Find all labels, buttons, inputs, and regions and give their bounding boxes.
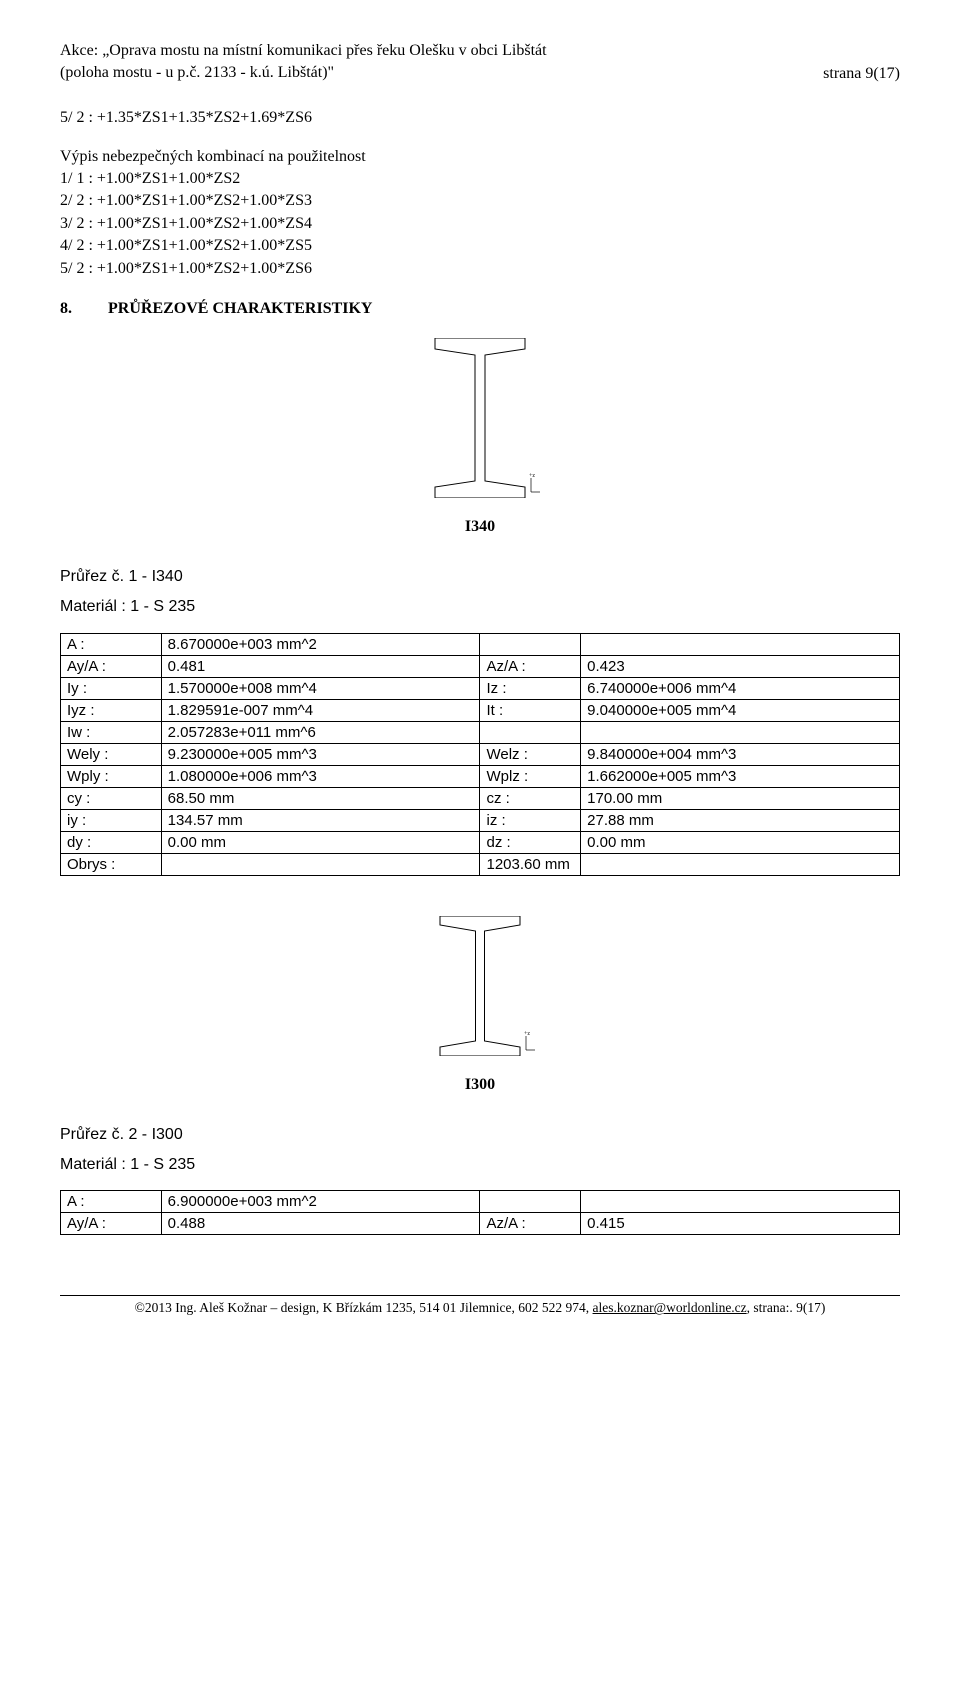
- svg-text:+z: +z: [529, 473, 535, 479]
- beam1-label: I340: [60, 518, 900, 536]
- table-cell: 0.00 mm: [581, 831, 900, 853]
- table-row: iy :134.57 mmiz :27.88 mm: [61, 809, 900, 831]
- table-cell: 0.481: [161, 655, 480, 677]
- header-line2: (poloha mostu - u p.č. 2133 - k.ú. Libšt…: [60, 62, 547, 84]
- table-cell: Wplz :: [480, 765, 581, 787]
- beam1-sub1: Průřez č. 1 - I340: [60, 566, 900, 588]
- beam2-figure: +z+y: [60, 916, 900, 1056]
- table-cell: 0.415: [581, 1213, 900, 1235]
- table-cell: 1.662000e+005 mm^3: [581, 765, 900, 787]
- table-cell: Wply :: [61, 765, 162, 787]
- table-cell: 134.57 mm: [161, 809, 480, 831]
- table-cell: Ay/A :: [61, 655, 162, 677]
- table-cell: It :: [480, 699, 581, 721]
- combo-line: 3/ 2 : +1.00*ZS1+1.00*ZS2+1.00*ZS4: [60, 213, 900, 235]
- table-cell: 1.080000e+006 mm^3: [161, 765, 480, 787]
- combo-line: 1/ 1 : +1.00*ZS1+1.00*ZS2: [60, 168, 900, 190]
- table-cell: Iz :: [480, 677, 581, 699]
- table-cell: [581, 1191, 900, 1213]
- beam1-figure: +z+y: [60, 338, 900, 498]
- table-cell: dy :: [61, 831, 162, 853]
- table-row: A :8.670000e+003 mm^2: [61, 633, 900, 655]
- table-cell: 0.488: [161, 1213, 480, 1235]
- table-cell: [480, 633, 581, 655]
- page-header: Akce: „Oprava mostu na místní komunikaci…: [60, 40, 900, 83]
- table-cell: 6.740000e+006 mm^4: [581, 677, 900, 699]
- table-cell: 1.829591e-007 mm^4: [161, 699, 480, 721]
- table-row: Wply :1.080000e+006 mm^3Wplz :1.662000e+…: [61, 765, 900, 787]
- table-row: cy :68.50 mmcz :170.00 mm: [61, 787, 900, 809]
- header-page: strana 9(17): [823, 65, 900, 83]
- table-cell: 6.900000e+003 mm^2: [161, 1191, 480, 1213]
- beam2-table: A :6.900000e+003 mm^2Ay/A :0.488Az/A :0.…: [60, 1190, 900, 1235]
- table-cell: Wely :: [61, 743, 162, 765]
- table-row: dy :0.00 mmdz :0.00 mm: [61, 831, 900, 853]
- table-cell: 170.00 mm: [581, 787, 900, 809]
- i-beam-icon: +z+y: [425, 916, 535, 1056]
- table-cell: 8.670000e+003 mm^2: [161, 633, 480, 655]
- section-heading: PRŮŘEZOVÉ CHARAKTERISTIKY: [108, 300, 372, 318]
- combo-line: 2/ 2 : +1.00*ZS1+1.00*ZS2+1.00*ZS3: [60, 190, 900, 212]
- table-cell: A :: [61, 1191, 162, 1213]
- table-cell: 9.230000e+005 mm^3: [161, 743, 480, 765]
- table-cell: A :: [61, 633, 162, 655]
- table-cell: 9.840000e+004 mm^3: [581, 743, 900, 765]
- beam1-sub2: Materiál : 1 - S 235: [60, 596, 900, 618]
- combo-line: 5/ 2 : +1.35*ZS1+1.35*ZS2+1.69*ZS6: [60, 107, 900, 129]
- table-cell: Ay/A :: [61, 1213, 162, 1235]
- table-cell: 0.423: [581, 655, 900, 677]
- table-cell: cz :: [480, 787, 581, 809]
- footer-text2: , strana:. 9(17): [747, 1300, 826, 1315]
- table-cell: Az/A :: [480, 1213, 581, 1235]
- table-row: Wely :9.230000e+005 mm^3Welz :9.840000e+…: [61, 743, 900, 765]
- beam2-label: I300: [60, 1076, 900, 1094]
- table-cell: 1203.60 mm: [480, 853, 581, 875]
- table-cell: [581, 633, 900, 655]
- table-row: Ay/A :0.481Az/A :0.423: [61, 655, 900, 677]
- combo-line: 4/ 2 : +1.00*ZS1+1.00*ZS2+1.00*ZS5: [60, 235, 900, 257]
- svg-text:+z: +z: [524, 1031, 530, 1037]
- table-cell: 27.88 mm: [581, 809, 900, 831]
- header-line1: Akce: „Oprava mostu na místní komunikaci…: [60, 40, 547, 62]
- combinations-block: 5/ 2 : +1.35*ZS1+1.35*ZS2+1.69*ZS6 Výpis…: [60, 107, 900, 280]
- section-number: 8.: [60, 300, 108, 318]
- table-cell: [161, 853, 480, 875]
- beam2-sub2: Materiál : 1 - S 235: [60, 1154, 900, 1176]
- section-8-title: 8. PRŮŘEZOVÉ CHARAKTERISTIKY: [60, 300, 900, 318]
- table-cell: 2.057283e+011 mm^6: [161, 721, 480, 743]
- combo-line: 5/ 2 : +1.00*ZS1+1.00*ZS2+1.00*ZS6: [60, 258, 900, 280]
- table-cell: Az/A :: [480, 655, 581, 677]
- table-row: Obrys : 1203.60 mm: [61, 853, 900, 875]
- table-cell: Obrys :: [61, 853, 162, 875]
- table-cell: [480, 721, 581, 743]
- beam1-table: A :8.670000e+003 mm^2Ay/A :0.481Az/A :0.…: [60, 633, 900, 876]
- footer-text1: ©2013 Ing. Aleš Kožnar – design, K Břízk…: [135, 1300, 593, 1315]
- table-row: Ay/A :0.488Az/A :0.415: [61, 1213, 900, 1235]
- table-row: Iy :1.570000e+008 mm^4Iz :6.740000e+006 …: [61, 677, 900, 699]
- table-cell: iz :: [480, 809, 581, 831]
- table-cell: [480, 1191, 581, 1213]
- beam2-sub1: Průřez č. 2 - I300: [60, 1124, 900, 1146]
- table-cell: 68.50 mm: [161, 787, 480, 809]
- table-cell: iy :: [61, 809, 162, 831]
- table-cell: Iyz :: [61, 699, 162, 721]
- table-cell: Iy :: [61, 677, 162, 699]
- table-cell: 1.570000e+008 mm^4: [161, 677, 480, 699]
- page-footer: ©2013 Ing. Aleš Kožnar – design, K Břízk…: [60, 1295, 900, 1316]
- table-cell: Welz :: [480, 743, 581, 765]
- table-cell: 0.00 mm: [161, 831, 480, 853]
- table-cell: [581, 721, 900, 743]
- combo-subtitle: Výpis nebezpečných kombinací na použitel…: [60, 146, 900, 168]
- table-row: Iw :2.057283e+011 mm^6: [61, 721, 900, 743]
- table-cell: [581, 853, 900, 875]
- table-cell: 9.040000e+005 mm^4: [581, 699, 900, 721]
- table-row: A :6.900000e+003 mm^2: [61, 1191, 900, 1213]
- header-left: Akce: „Oprava mostu na místní komunikaci…: [60, 40, 547, 83]
- table-row: Iyz :1.829591e-007 mm^4It :9.040000e+005…: [61, 699, 900, 721]
- table-cell: Iw :: [61, 721, 162, 743]
- footer-email-link[interactable]: ales.koznar@worldonline.cz: [593, 1300, 747, 1315]
- i-beam-icon: +z+y: [420, 338, 540, 498]
- table-cell: cy :: [61, 787, 162, 809]
- table-cell: dz :: [480, 831, 581, 853]
